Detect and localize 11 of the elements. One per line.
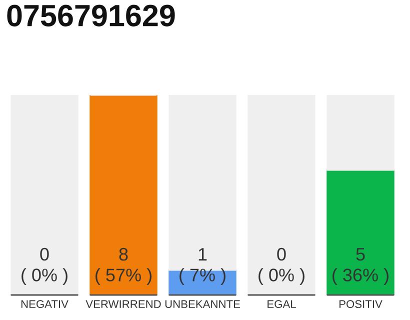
x-tick-label: VERWIRREND <box>86 300 161 308</box>
data-label: 8 ( 57% ) <box>96 248 152 285</box>
data-label: 0 ( 0% ) <box>22 248 68 285</box>
x-tick-label: UNBEKANNTE <box>165 300 240 308</box>
data-label: 0 ( 0% ) <box>258 248 304 285</box>
data-label: 5 ( 36% ) <box>332 248 388 285</box>
data-label: 1 ( 7% ) <box>180 248 226 285</box>
x-tick-label: POSITIV <box>339 300 382 308</box>
x-tick-label: NEGATIV <box>21 300 68 308</box>
x-tick-label: EGAL <box>268 300 296 308</box>
chart-title: 0756791629 <box>7 4 175 26</box>
